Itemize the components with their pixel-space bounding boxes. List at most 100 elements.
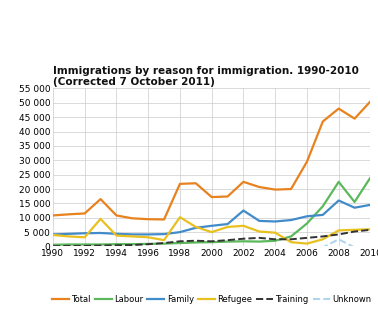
Line: Training: Training bbox=[53, 230, 370, 246]
Family bbox=[321, 213, 325, 217]
Family bbox=[352, 206, 357, 210]
Unknown bbox=[51, 246, 55, 249]
Labour bbox=[162, 242, 166, 246]
Labour bbox=[130, 242, 135, 246]
Refugee bbox=[289, 240, 293, 244]
Training bbox=[257, 236, 262, 240]
Unknown bbox=[209, 246, 214, 249]
Total bbox=[336, 107, 341, 111]
Total bbox=[178, 182, 182, 186]
Refugee bbox=[178, 215, 182, 219]
Refugee bbox=[51, 233, 55, 237]
Labour bbox=[352, 200, 357, 204]
Unknown bbox=[130, 246, 135, 249]
Training bbox=[194, 239, 198, 243]
Labour bbox=[305, 222, 309, 225]
Family bbox=[130, 233, 135, 236]
Training bbox=[321, 234, 325, 238]
Family bbox=[289, 218, 293, 222]
Family bbox=[98, 231, 103, 235]
Family bbox=[114, 232, 119, 236]
Unknown bbox=[225, 246, 230, 249]
Line: Total: Total bbox=[53, 101, 370, 220]
Unknown bbox=[305, 246, 309, 249]
Line: Family: Family bbox=[53, 201, 370, 234]
Unknown bbox=[241, 246, 246, 249]
Unknown bbox=[98, 246, 103, 249]
Training bbox=[162, 241, 166, 245]
Unknown bbox=[178, 246, 182, 249]
Labour bbox=[289, 234, 293, 238]
Total bbox=[241, 180, 246, 184]
Training bbox=[352, 230, 357, 234]
Line: Unknown: Unknown bbox=[53, 239, 370, 248]
Line: Refugee: Refugee bbox=[53, 217, 370, 244]
Legend: Total, Labour, Family, Refugee, Training, Unknown: Total, Labour, Family, Refugee, Training… bbox=[52, 295, 371, 304]
Training bbox=[336, 233, 341, 236]
Unknown bbox=[368, 246, 373, 250]
Refugee bbox=[146, 235, 150, 239]
Labour bbox=[67, 243, 71, 246]
Refugee bbox=[209, 230, 214, 234]
Family bbox=[257, 219, 262, 223]
Refugee bbox=[162, 238, 166, 242]
Training bbox=[289, 237, 293, 241]
Labour bbox=[209, 240, 214, 244]
Family bbox=[162, 232, 166, 236]
Family bbox=[336, 199, 341, 203]
Refugee bbox=[257, 230, 262, 234]
Training bbox=[178, 240, 182, 243]
Total bbox=[273, 188, 277, 191]
Refugee bbox=[130, 234, 135, 238]
Training bbox=[82, 244, 87, 248]
Refugee bbox=[194, 225, 198, 229]
Training bbox=[209, 240, 214, 243]
Refugee bbox=[114, 234, 119, 237]
Refugee bbox=[273, 231, 277, 234]
Unknown bbox=[162, 246, 166, 249]
Training bbox=[273, 237, 277, 241]
Family bbox=[368, 203, 373, 207]
Total bbox=[82, 211, 87, 215]
Unknown bbox=[82, 246, 87, 249]
Training bbox=[114, 243, 119, 247]
Total bbox=[368, 100, 373, 103]
Labour bbox=[82, 243, 87, 246]
Unknown bbox=[67, 246, 71, 249]
Total bbox=[51, 214, 55, 217]
Line: Labour: Labour bbox=[53, 178, 370, 245]
Total bbox=[98, 197, 103, 201]
Labour bbox=[321, 204, 325, 208]
Family bbox=[51, 233, 55, 236]
Family bbox=[178, 230, 182, 234]
Total bbox=[305, 160, 309, 164]
Text: (Corrected 7 October 2011): (Corrected 7 October 2011) bbox=[53, 77, 215, 87]
Family bbox=[209, 224, 214, 228]
Total bbox=[289, 187, 293, 191]
Total bbox=[352, 117, 357, 120]
Labour bbox=[257, 240, 262, 244]
Refugee bbox=[98, 217, 103, 221]
Training bbox=[146, 242, 150, 246]
Family bbox=[194, 226, 198, 230]
Family bbox=[225, 222, 230, 226]
Refugee bbox=[305, 242, 309, 246]
Refugee bbox=[241, 224, 246, 228]
Total bbox=[194, 181, 198, 185]
Labour bbox=[225, 240, 230, 244]
Unknown bbox=[289, 246, 293, 249]
Total bbox=[162, 218, 166, 222]
Unknown bbox=[257, 246, 262, 249]
Unknown bbox=[352, 246, 357, 249]
Total bbox=[321, 120, 325, 124]
Training bbox=[51, 244, 55, 248]
Text: Immigrations by reason for immigration. 1990-2010: Immigrations by reason for immigration. … bbox=[53, 66, 359, 76]
Family bbox=[241, 209, 246, 212]
Labour bbox=[368, 176, 373, 179]
Unknown bbox=[273, 246, 277, 249]
Family bbox=[146, 233, 150, 236]
Unknown bbox=[114, 246, 119, 249]
Labour bbox=[273, 239, 277, 243]
Training bbox=[67, 244, 71, 248]
Refugee bbox=[82, 235, 87, 239]
